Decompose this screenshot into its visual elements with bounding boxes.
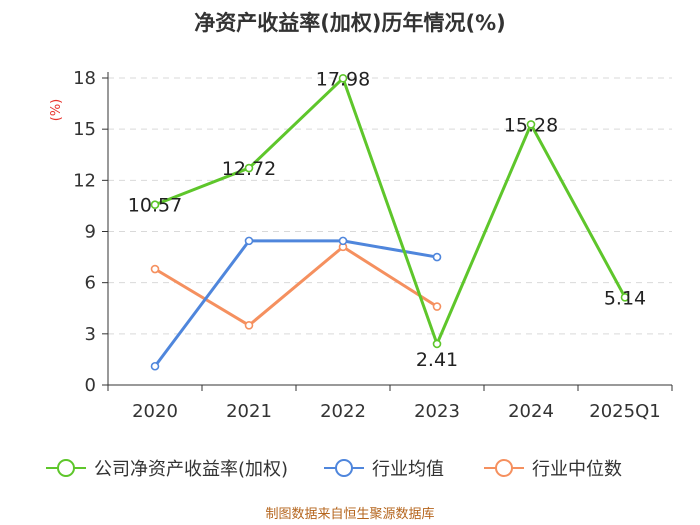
axis-layer: 0 3 6 9 12 15 18 2020 2021 2022 2023 2024 2025Q1	[73, 68, 673, 422]
legend-label: 公司净资产收益率(加权)	[94, 459, 288, 480]
data-point	[338, 236, 348, 246]
series-line	[153, 239, 438, 368]
legend-item: 公司净资产收益率(加权)	[46, 459, 288, 480]
data-point	[150, 264, 160, 274]
grid-layer	[108, 77, 672, 335]
y-tick-label: 15	[73, 119, 96, 140]
y-tick-label: 18	[73, 68, 96, 89]
data-point	[244, 163, 254, 173]
y-tick-label: 3	[85, 324, 96, 345]
x-tick-label: 2021	[226, 401, 272, 422]
x-tick-label: 2023	[414, 401, 460, 422]
x-tick-label: 2020	[132, 401, 178, 422]
legend-item: 行业中位数	[484, 459, 622, 480]
source-note: 制图数据来自恒生聚源数据库	[265, 506, 434, 522]
legend-label: 行业均值	[372, 459, 444, 480]
data-point	[150, 200, 160, 210]
y-tick-label: 12	[73, 170, 96, 191]
legend-marker	[57, 459, 75, 477]
legend-marker	[335, 459, 353, 477]
data-point	[338, 74, 348, 83]
chart-title: 净资产收益率(加权)历年情况(%)	[194, 11, 505, 35]
data-point	[244, 236, 254, 246]
y-tick-label: 0	[85, 375, 96, 396]
data-point	[526, 120, 536, 129]
legend-marker	[495, 459, 513, 477]
data-point	[620, 293, 630, 302]
legend-item: 行业均值	[324, 459, 444, 480]
series-line	[154, 245, 438, 327]
y-tick-label: 6	[85, 273, 96, 294]
x-tick-label: 2024	[508, 401, 554, 422]
data-label: 10.57	[128, 195, 182, 217]
data-label-layer: 10.57 12.72 17.98 2.41 15.28 5.14	[128, 68, 646, 371]
data-point	[432, 339, 442, 349]
data-label: 15.28	[504, 114, 558, 136]
legend-label: 行业中位数	[532, 459, 622, 480]
data-point	[244, 321, 254, 330]
x-tick-label: 2022	[320, 401, 366, 422]
data-point	[150, 361, 160, 371]
data-label: 2.41	[416, 349, 458, 371]
legend: 公司净资产收益率(加权) 行业均值 行业中位数	[46, 459, 622, 480]
series-layer	[150, 74, 630, 371]
data-point	[432, 302, 442, 311]
y-axis-unit-label: (%)	[49, 99, 64, 122]
data-point	[432, 252, 442, 262]
data-label: 5.14	[604, 287, 646, 309]
series-line	[154, 76, 627, 346]
data-label: 12.72	[222, 158, 276, 180]
y-tick-label: 9	[85, 222, 96, 243]
data-label: 17.98	[316, 68, 370, 90]
x-tick-label: 2025Q1	[589, 401, 660, 422]
